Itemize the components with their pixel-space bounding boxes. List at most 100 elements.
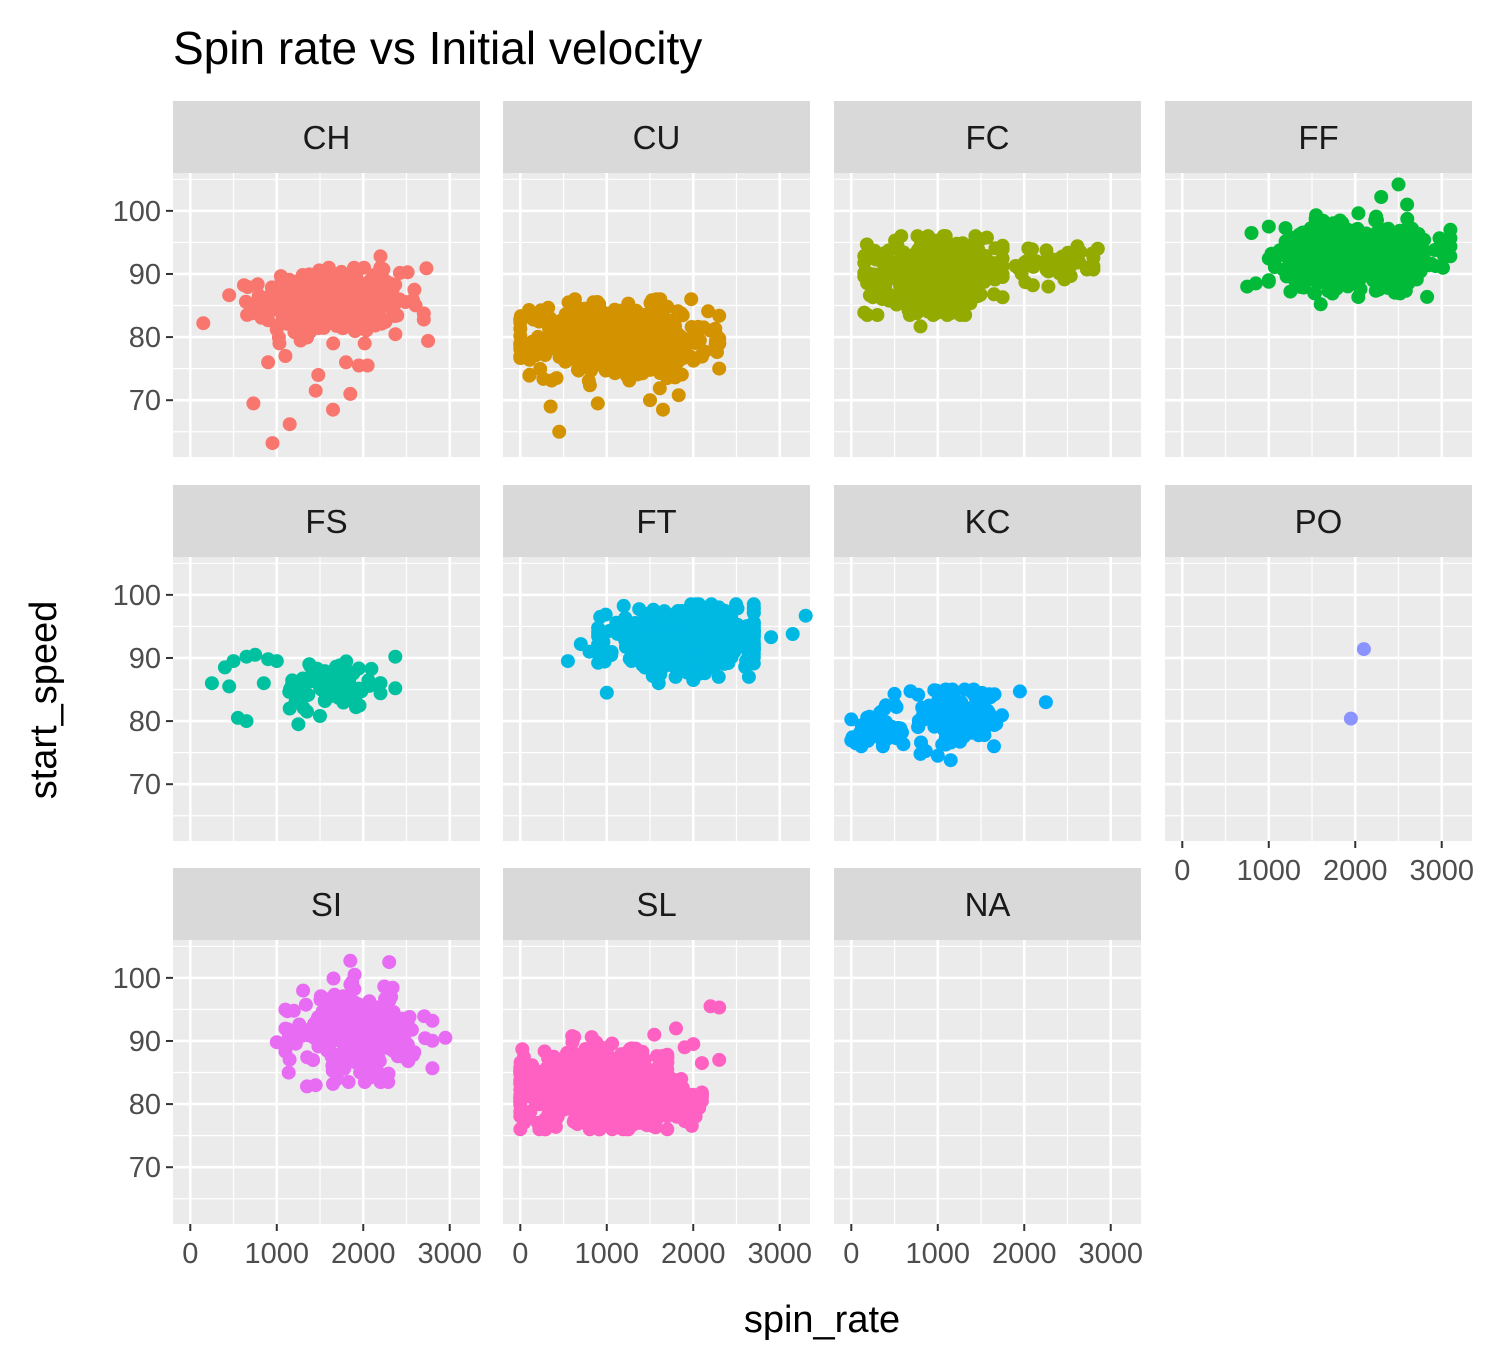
data-point: [698, 638, 713, 653]
facet-strip: [834, 485, 1141, 557]
facet-strip: [503, 485, 810, 557]
data-point: [965, 251, 980, 266]
data-point: [859, 237, 874, 252]
y-tick-label: 70: [129, 769, 161, 801]
data-point: [918, 232, 933, 247]
data-point: [938, 737, 953, 752]
data-points: [1240, 177, 1458, 312]
data-point: [357, 308, 372, 323]
data-point: [291, 674, 306, 689]
data-point: [515, 1042, 530, 1057]
data-point: [588, 1100, 603, 1115]
data-point: [357, 260, 371, 275]
facet-strip-label: PO: [1295, 503, 1343, 540]
data-point: [298, 997, 313, 1012]
data-point: [870, 308, 885, 322]
data-point: [1082, 260, 1097, 275]
data-point: [930, 748, 945, 763]
data-point: [964, 725, 979, 740]
data-point: [701, 304, 716, 319]
data-point: [374, 299, 389, 314]
data-point: [687, 320, 702, 335]
data-point: [650, 1111, 665, 1126]
data-point: [903, 684, 918, 699]
data-point: [1061, 263, 1076, 278]
data-point: [877, 246, 892, 261]
data-point: [660, 1047, 675, 1062]
data-point: [1329, 270, 1344, 285]
data-point: [609, 1119, 624, 1134]
data-points: [857, 229, 1105, 334]
facet-strip-label: FT: [636, 503, 676, 540]
data-point: [306, 1053, 321, 1068]
data-points: [1343, 642, 1371, 726]
data-point: [513, 312, 528, 327]
data-point: [388, 649, 403, 664]
facet-strip-label: SI: [311, 886, 342, 923]
data-point: [640, 616, 655, 631]
data-point: [1400, 197, 1415, 212]
data-point: [857, 255, 872, 270]
data-point: [297, 689, 311, 704]
data-point: [637, 321, 652, 336]
data-point: [571, 1077, 586, 1092]
data-point: [296, 983, 311, 998]
data-point: [382, 955, 397, 970]
data-point: [913, 319, 928, 334]
data-point: [668, 669, 683, 684]
data-point: [330, 1071, 345, 1086]
data-point: [974, 232, 988, 247]
data-point: [357, 336, 372, 351]
data-point: [862, 288, 877, 303]
data-point: [682, 349, 697, 364]
data-point: [965, 685, 980, 700]
data-point: [667, 318, 682, 333]
data-point: [567, 1092, 582, 1107]
data-point: [336, 989, 351, 1004]
data-point: [616, 598, 631, 613]
data-point: [532, 1073, 547, 1088]
data-point: [336, 695, 351, 710]
data-point: [640, 1091, 655, 1106]
data-point: [1384, 230, 1399, 244]
data-points: [204, 647, 403, 732]
data-point: [586, 295, 601, 310]
data-point: [684, 292, 699, 307]
data-point: [653, 316, 668, 331]
data-point: [1073, 244, 1088, 259]
data-point: [1019, 254, 1034, 269]
facet-strip-label: FF: [1298, 119, 1338, 156]
data-point: [204, 676, 219, 691]
data-point: [1358, 265, 1373, 280]
data-point: [293, 333, 308, 348]
data-point: [746, 617, 761, 632]
data-point: [1283, 284, 1298, 299]
data-point: [995, 270, 1010, 284]
data-point: [1276, 262, 1291, 277]
data-point: [920, 700, 935, 715]
facet-panel-ff: FF: [1165, 101, 1472, 457]
data-point: [555, 327, 570, 342]
data-point: [346, 666, 361, 681]
facet-panel-kc: KC: [834, 485, 1141, 841]
facet-panel-sl: SL 0 1000 2000 3000: [503, 868, 812, 1270]
data-point: [971, 702, 986, 717]
data-point: [560, 1060, 575, 1075]
data-point: [1443, 222, 1458, 237]
panel-background: [1165, 557, 1472, 841]
data-point: [674, 1079, 689, 1094]
data-point: [328, 686, 343, 700]
data-points: [844, 682, 1053, 768]
data-point: [348, 682, 363, 697]
data-point: [226, 654, 241, 669]
data-point: [316, 320, 331, 335]
data-point: [785, 627, 800, 641]
data-point: [860, 710, 875, 725]
x-tick-label: 3000: [747, 1238, 812, 1270]
data-point: [360, 358, 375, 373]
data-point: [1404, 240, 1419, 255]
x-tick-label: 3000: [1078, 1238, 1143, 1270]
data-point: [364, 661, 379, 676]
data-point: [562, 1049, 577, 1064]
data-point: [666, 628, 680, 643]
